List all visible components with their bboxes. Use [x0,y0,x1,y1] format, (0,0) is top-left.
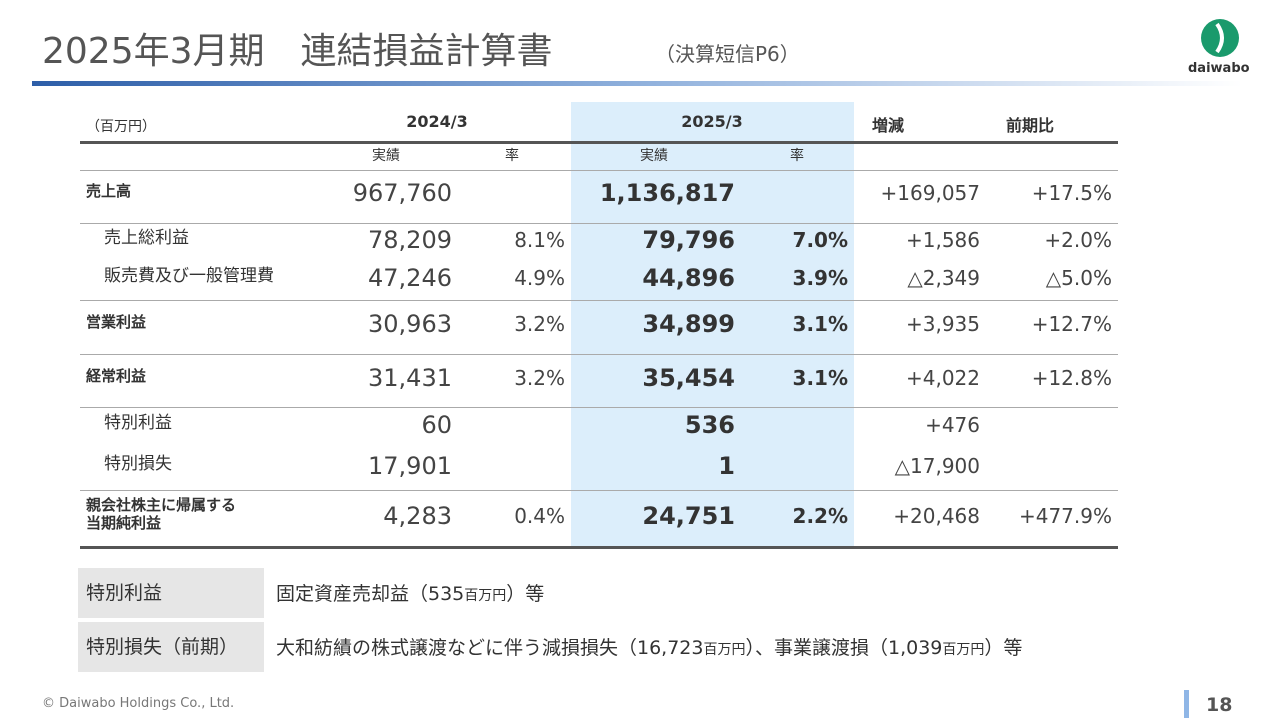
value-cell: 78,209 [368,226,452,254]
table-rule [80,490,1118,491]
row-label: 販売費及び一般管理費 [104,266,274,286]
rate-cell: 0.4% [514,504,565,528]
column-header: 2024/3 [406,112,468,131]
title-rule [32,81,1242,86]
value-cell: 47,246 [368,264,452,292]
note-text-part: ）等 [984,637,1023,659]
table-rule [80,170,1118,171]
row-label: 親会社株主に帰属する 当期純利益 [86,496,237,532]
row-label: 売上高 [86,182,132,200]
value-cell: 4,283 [383,502,452,530]
row-label: 経常利益 [86,367,147,385]
subcolumn-header: 実績 [372,148,400,164]
value-cell: △5.0% [1045,266,1112,290]
note-text-part: 百万円 [703,642,746,658]
column-header: 増減 [871,116,904,135]
value-cell: 24,751 [642,502,735,530]
value-cell: +1,586 [905,228,980,252]
note-text-part: 百万円 [942,642,985,658]
value-cell: 17,901 [368,452,452,480]
logo-mark [1201,19,1239,57]
column-header: 前期比 [1005,116,1054,135]
value-cell: +169,057 [880,181,980,205]
rate-cell: 3.9% [792,266,848,290]
table-rule [80,300,1118,301]
value-cell: 35,454 [642,364,735,392]
row-label: 売上総利益 [104,228,189,248]
rate-cell: 3.2% [514,366,565,390]
subcolumn-header: 率 [505,148,519,164]
rate-cell: 4.9% [514,266,565,290]
value-cell: +17.5% [1031,181,1112,205]
value-cell: +4,022 [905,366,980,390]
note-text-part: ）、事業譲渡損（1,039 [745,637,943,659]
value-cell: +3,935 [905,312,980,336]
value-cell: 967,760 [352,179,452,207]
note-label: 特別損失（前期） [86,636,239,658]
value-cell: 536 [684,411,735,439]
table-rule [80,354,1118,355]
row-label: 特別利益 [104,413,172,433]
page-number: 18 [1206,694,1233,716]
title: 2025年3月期 連結損益計算書 [42,31,553,72]
value-cell: 44,896 [642,264,735,292]
note-text: 固定資産売却益（535百万円）等 [276,579,544,606]
note-text-part: 大和紡績の株式譲渡などに伴う減損損失（16,723 [276,637,704,659]
value-cell: +20,468 [893,504,980,528]
note-label-box [78,622,264,672]
value-cell: 1,136,817 [599,179,735,207]
rate-cell: 7.0% [792,228,848,252]
value-cell: 30,963 [368,310,452,338]
rate-cell: 2.2% [792,504,848,528]
rate-cell: 3.1% [792,366,848,390]
value-cell: 79,796 [642,226,735,254]
table-rule [80,546,1118,549]
value-cell: 60 [421,411,452,439]
copyright: © Daiwabo Holdings Co., Ltd. [42,696,235,711]
highlight-column [571,102,854,548]
note-text-part: 百万円 [464,588,507,604]
value-cell: 34,899 [642,310,735,338]
value-cell: 31,431 [368,364,452,392]
note-text: 大和紡績の株式譲渡などに伴う減損損失（16,723百万円）、事業譲渡損（1,03… [276,633,1022,660]
rate-cell: 3.1% [792,312,848,336]
note-text-part: ）等 [506,583,545,605]
value-cell: +12.7% [1031,312,1112,336]
row-label: 特別損失 [104,454,172,474]
logo-text: daiwabo [1188,61,1250,76]
value-cell: +476 [925,413,980,437]
note-text-part: 固定資産売却益（535 [276,583,465,605]
value-cell: △17,900 [894,454,980,478]
rate-cell: 8.1% [514,228,565,252]
subcolumn-header: 率 [790,148,804,164]
row-label: 営業利益 [86,313,147,331]
page-bar [1184,690,1189,718]
value-cell: +12.8% [1031,366,1112,390]
value-cell: △2,349 [907,266,980,290]
note-label: 特別利益 [86,582,163,604]
subtitle: （決算短信P6） [655,42,800,66]
value-cell: 1 [718,452,735,480]
column-header: 2025/3 [681,112,743,131]
table-rule [80,223,1118,224]
value-cell: +2.0% [1044,228,1112,252]
rate-cell: 3.2% [514,312,565,336]
subcolumn-header: 実績 [640,148,668,164]
note-label-box [78,568,264,618]
unit: （百万円） [86,119,156,135]
value-cell: +477.9% [1018,504,1112,528]
table-rule [80,141,1118,144]
table-rule [80,407,1118,408]
